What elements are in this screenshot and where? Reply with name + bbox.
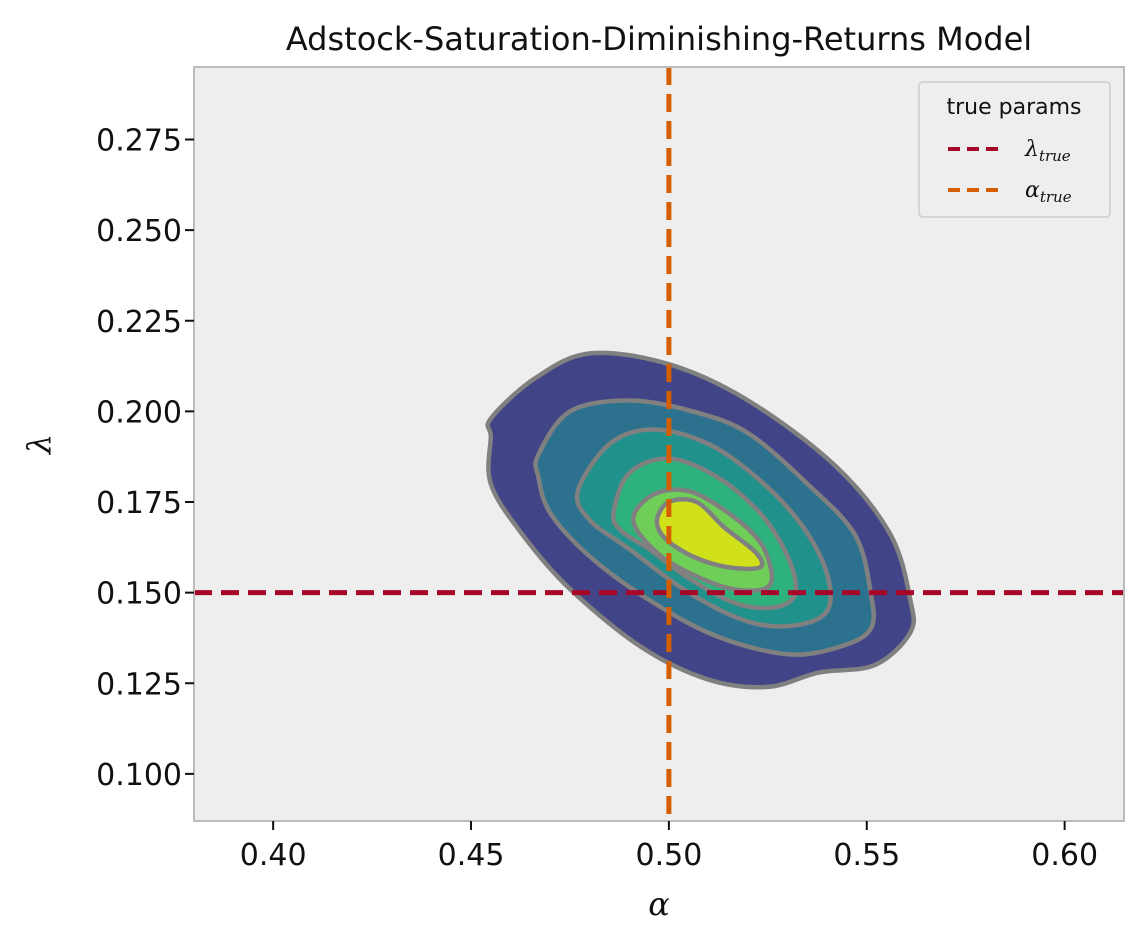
x-axis-ticks: 0.40 0.45 0.50 0.55 0.60	[240, 821, 1098, 873]
y-tick-label: 0.225	[96, 305, 182, 340]
y-axis-label: λ	[20, 434, 58, 456]
y-tick-label: 0.150	[96, 577, 182, 612]
contour-level-6	[654, 497, 765, 572]
y-tick-label: 0.200	[96, 395, 182, 430]
y-axis-ticks: 0.100 0.125 0.150 0.175 0.200 0.225 0.250 0.275	[96, 124, 194, 793]
x-tick-label: 0.45	[438, 838, 505, 873]
plot-frame	[193, 66, 1125, 822]
legend-box	[918, 81, 1111, 218]
y-tick-label: 0.100	[96, 758, 182, 793]
x-axis-label: α	[648, 885, 670, 923]
x-tick-label: 0.40	[240, 838, 307, 873]
y-tick-label: 0.275	[96, 124, 182, 159]
x-tick-label: 0.60	[1031, 838, 1098, 873]
chart-title: Adstock-Saturation-Diminishing-Returns M…	[286, 20, 1032, 58]
x-tick-label: 0.55	[833, 838, 900, 873]
y-tick-label: 0.250	[96, 214, 182, 249]
x-tick-label: 0.50	[635, 838, 702, 873]
reference-lines	[194, 67, 1124, 821]
legend-entry-alpha: αtrue	[1025, 178, 1072, 206]
y-tick-label: 0.125	[96, 667, 182, 702]
legend-title: true params	[946, 95, 1081, 120]
legend-entry-lambda: λtrue	[1024, 137, 1071, 165]
y-tick-label: 0.175	[96, 486, 182, 521]
legend: true params λtrue αtrue	[918, 81, 1111, 218]
